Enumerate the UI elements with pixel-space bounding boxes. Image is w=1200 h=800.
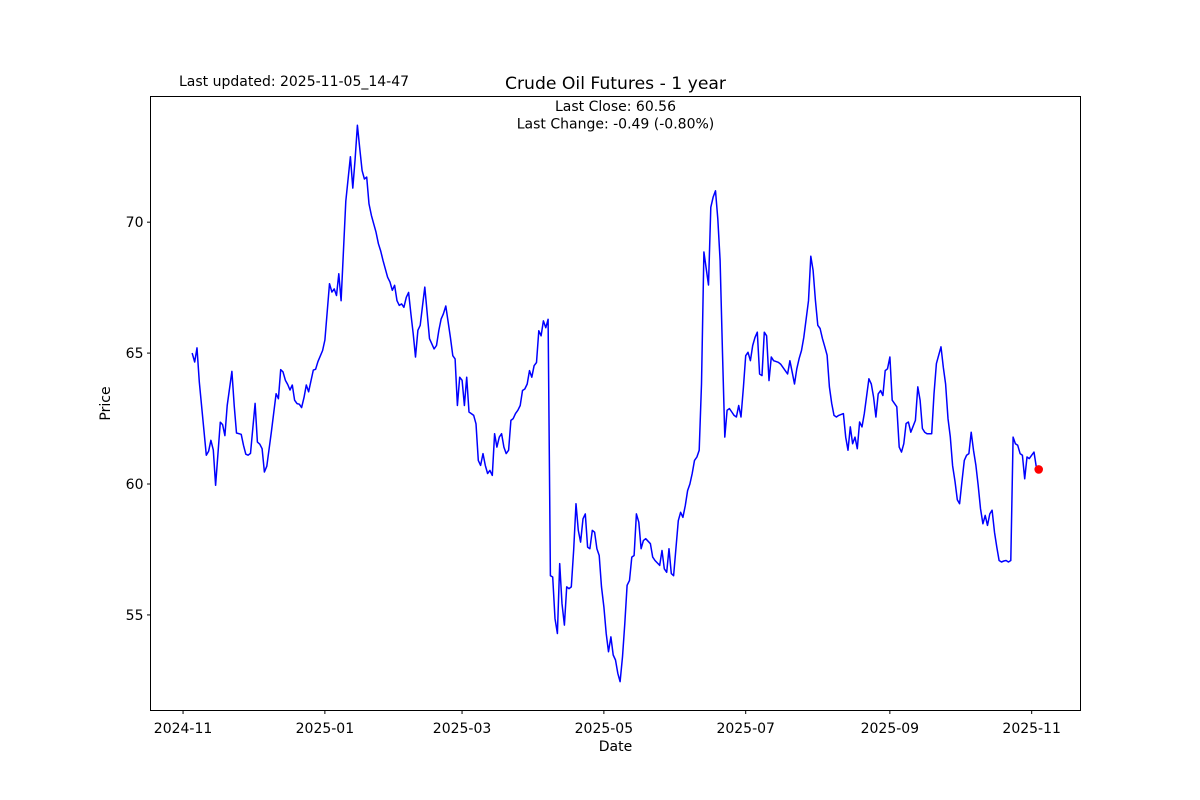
x-tick-label: 2025-01: [296, 721, 355, 737]
y-tick-label: 70: [126, 215, 144, 231]
annotation-last-close: Last Close: 60.56: [555, 99, 676, 115]
last-price-marker: [1034, 465, 1043, 474]
x-axis-ticks: 2024-11 2025-01 2025-03 2025-05 2025-07 2025-…: [154, 710, 1061, 737]
x-tick-label: 2024-11: [154, 721, 213, 737]
x-axis-label: Date: [599, 739, 632, 755]
x-tick-label: 2025-03: [433, 721, 492, 737]
chart-title: Crude Oil Futures - 1 year: [505, 74, 727, 94]
y-axis-ticks: 55 60 65 70: [126, 215, 151, 624]
y-axis-label: Price: [98, 386, 114, 420]
x-tick-label: 2025-09: [861, 721, 920, 737]
y-tick-label: 55: [126, 608, 144, 624]
y-tick-label: 60: [126, 477, 144, 493]
annotation-last-change: Last Change: -0.49 (-0.80%): [517, 117, 715, 133]
last-updated-text: Last updated: 2025-11-05_14-47: [179, 74, 409, 90]
plot-area: [150, 96, 1081, 711]
x-tick-label: 2025-11: [1002, 721, 1061, 737]
x-tick-label: 2025-07: [716, 721, 775, 737]
x-tick-label: 2025-05: [575, 721, 634, 737]
y-tick-label: 65: [126, 346, 144, 362]
price-line: [191, 124, 1040, 683]
